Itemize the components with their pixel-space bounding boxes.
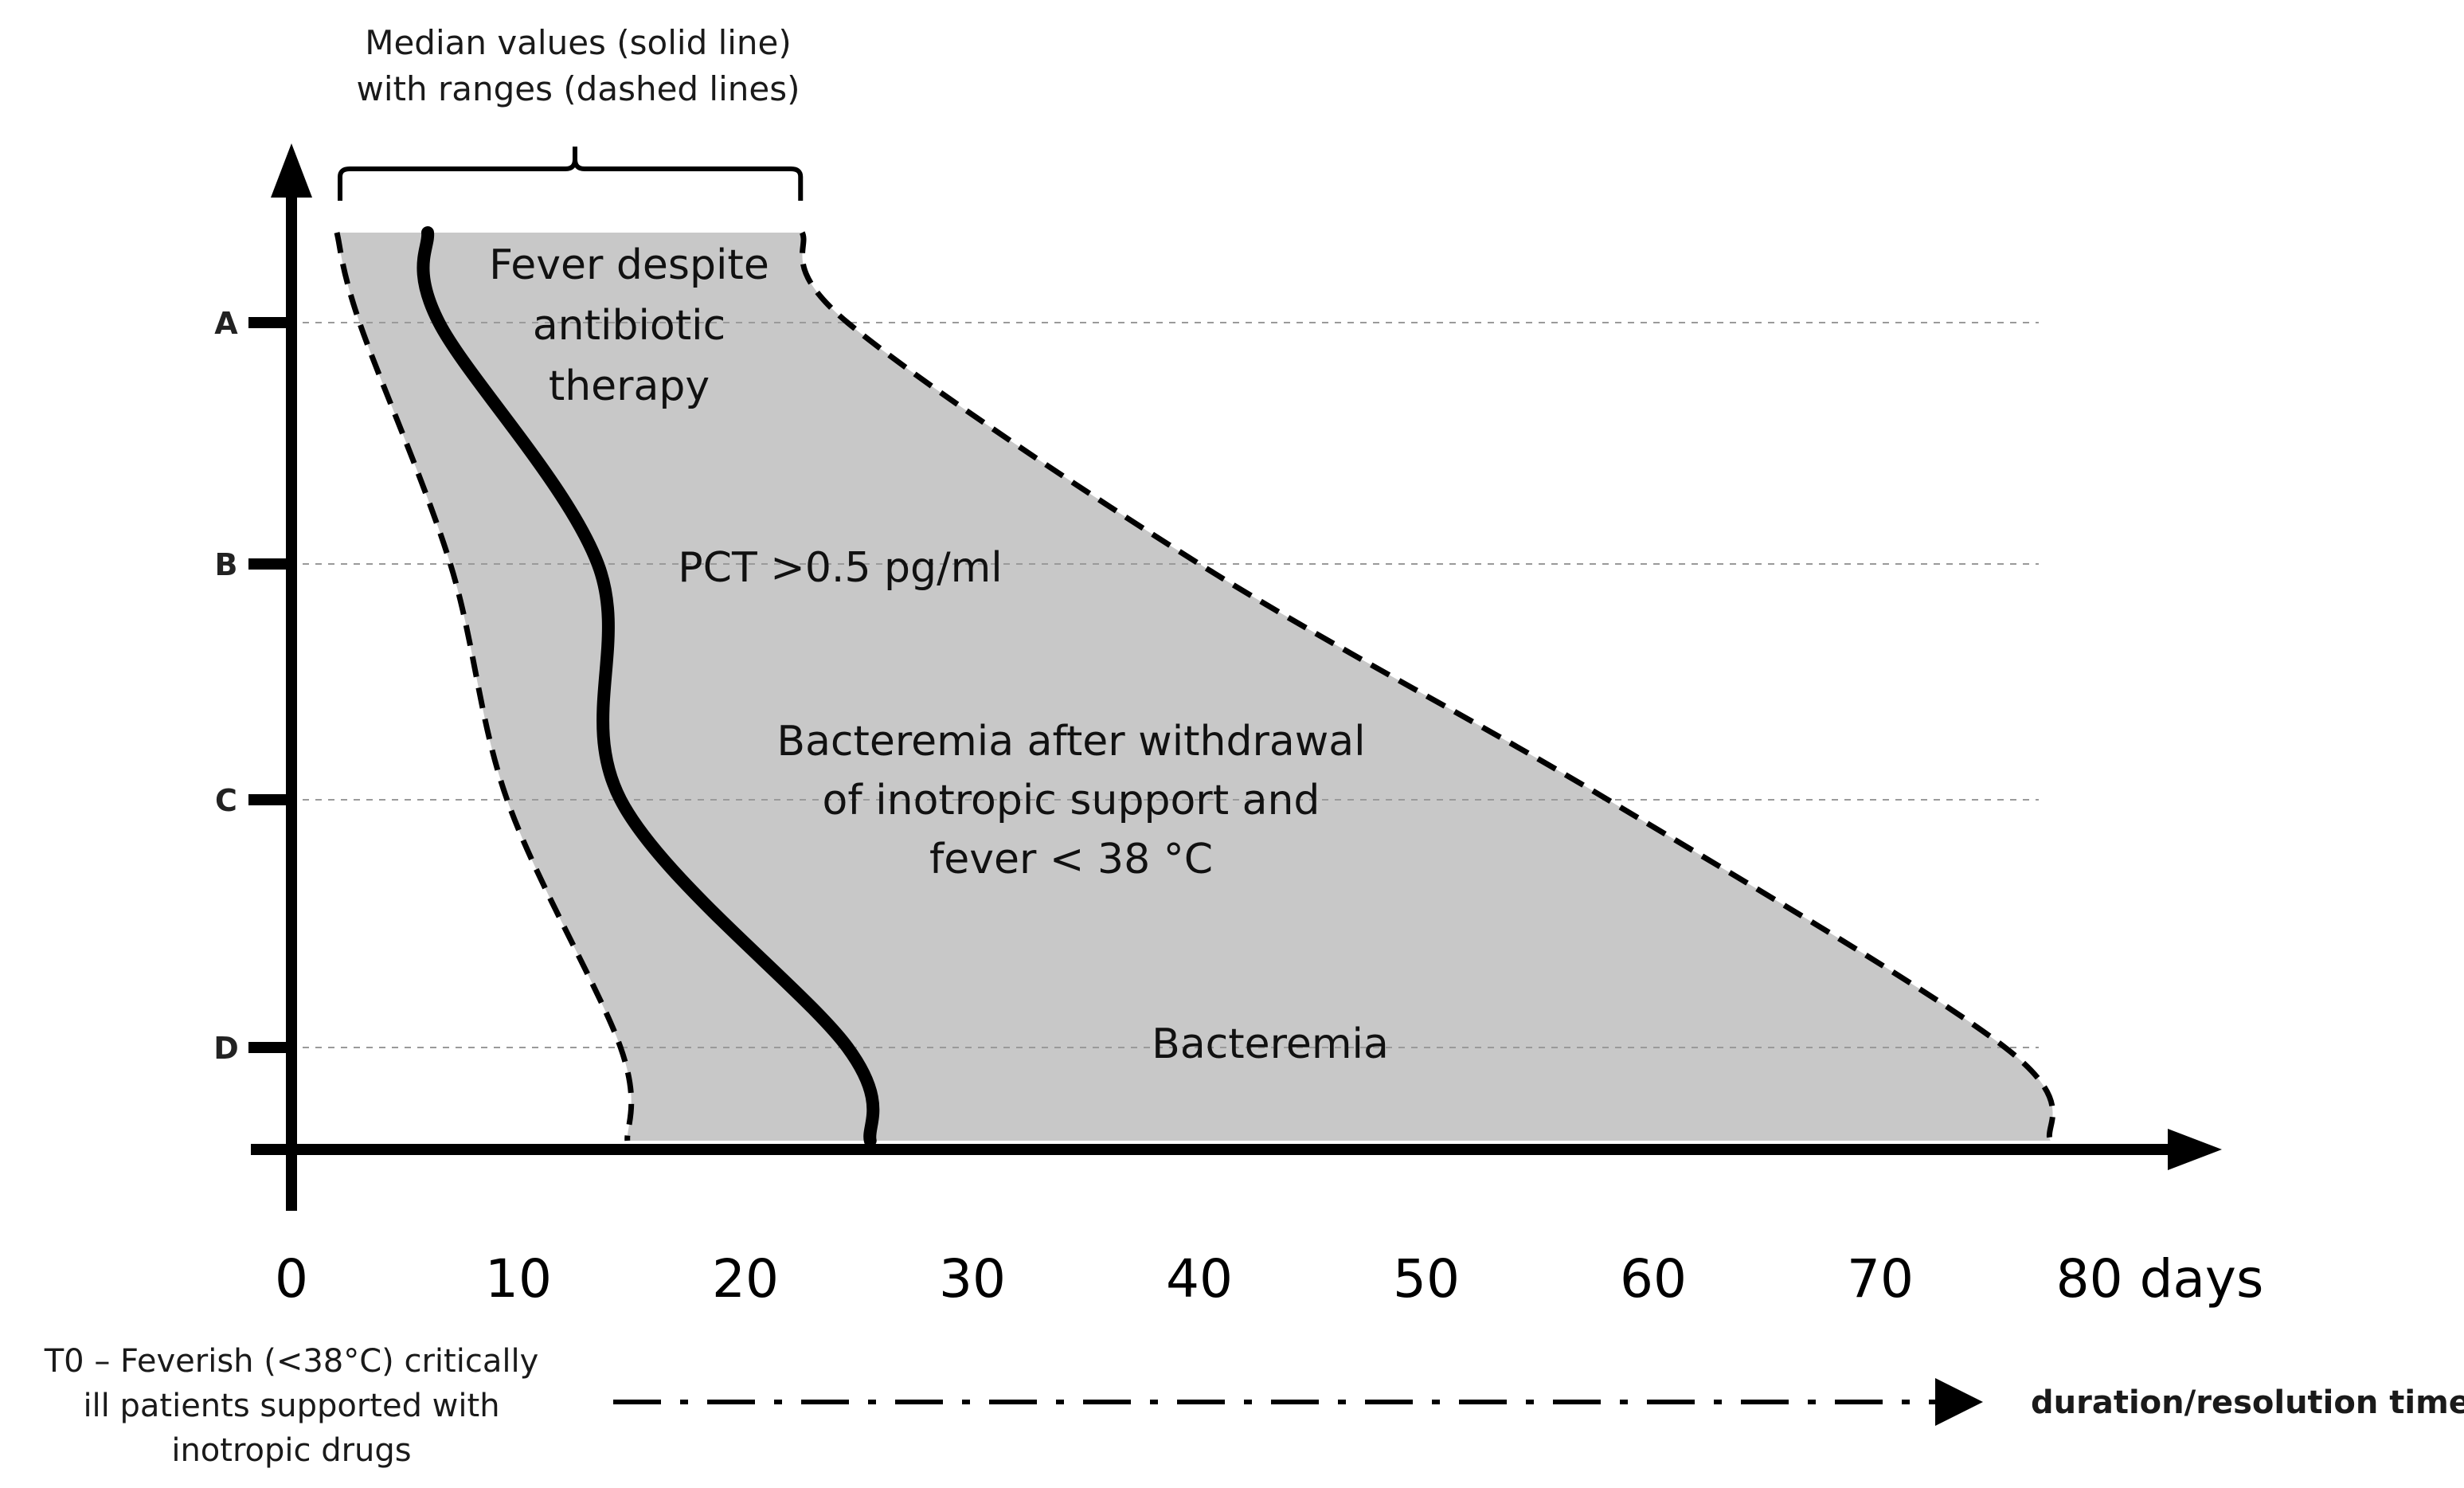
y-tick-label-b: B <box>215 547 238 582</box>
footer-note-line-1: T0 – Feverish (<38°C) critically <box>44 1343 539 1380</box>
annotation-bacteremia-withdrawal-line-1: Bacteremia after withdrawal <box>776 718 1365 766</box>
y-axis-arrowhead <box>271 143 312 198</box>
footer-note-line-3: inotropic drugs <box>171 1432 411 1469</box>
footer-note: T0 – Feverish (<38°C) critically ill pati… <box>44 1343 539 1469</box>
range-min-dashed-line <box>334 232 635 1141</box>
legend-note-line2: with ranges (dashed lines) <box>356 69 800 108</box>
x-tick-label-50: 50 <box>1393 1248 1460 1310</box>
x-tick-label-20: 20 <box>712 1248 779 1310</box>
annotation-fever-line-2: antibiotic <box>533 302 726 350</box>
y-tick-label-a: A <box>214 306 238 341</box>
annotation-fever-line-1: Fever despite <box>489 241 769 289</box>
legend-bracket <box>338 147 804 201</box>
x-tick-label-0: 0 <box>275 1248 308 1310</box>
annotation-bacteremia-withdrawal-line-2: of inotropic support and <box>823 777 1320 824</box>
x-axis-unit-label: 80 days <box>2056 1248 2264 1310</box>
x-tick-labels: 0 10 20 30 40 50 60 70 <box>275 1248 1914 1310</box>
x-axis-arrowhead <box>2168 1129 2222 1170</box>
annotation-bacteremia-withdrawal-line-3: fever < 38 °C <box>929 836 1213 883</box>
footer-note-line-2: ill patients supported with <box>83 1388 499 1424</box>
x-tick-label-70: 70 <box>1847 1248 1914 1310</box>
y-category-ticks: A B C D <box>213 306 296 1066</box>
x-tick-label-40: 40 <box>1166 1248 1233 1310</box>
annotation-fever-line-3: therapy <box>549 362 710 410</box>
median-solid-line <box>417 226 880 1147</box>
annotations: Fever despite antibiotic therapy PCT >0.5 p… <box>489 241 1389 1068</box>
range-max-dashed-line <box>799 231 2055 1142</box>
x-tick-label-60: 60 <box>1620 1248 1687 1310</box>
legend-note-line1: Median values (solid line) <box>365 23 792 62</box>
y-tick-label-d: D <box>213 1031 239 1066</box>
y-axis <box>271 143 312 1211</box>
level-guide-lines <box>303 322 2039 1048</box>
x-tick-label-10: 10 <box>485 1248 552 1310</box>
annotation-bacteremia-line-1: Bacteremia <box>1152 1020 1389 1068</box>
y-tick-label-c: C <box>215 783 237 818</box>
annotation-pct-line-1: PCT >0.5 pg/ml <box>678 544 1002 592</box>
range-band <box>337 233 2053 1141</box>
duration-label: duration/resolution time <box>2031 1384 2464 1421</box>
x-axis <box>251 1129 2222 1170</box>
x-tick-label-30: 30 <box>939 1248 1006 1310</box>
